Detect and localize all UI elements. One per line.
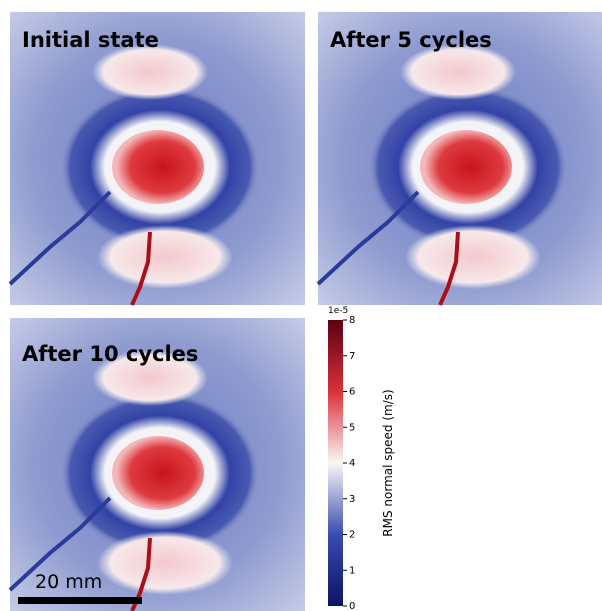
scale-bar — [18, 597, 142, 604]
tick-label: 6 — [349, 387, 355, 398]
panel-label: After 5 cycles — [330, 28, 492, 52]
panel: After 5 cycles — [318, 12, 602, 305]
tick-label: 4 — [349, 458, 355, 469]
tick-label: 2 — [349, 530, 355, 541]
panel: After 10 cycles 20 mm — [10, 318, 305, 611]
tick-label: 8 — [349, 315, 355, 326]
tick-label: 5 — [349, 422, 355, 433]
tick-label: 3 — [349, 494, 355, 505]
tick-label: 1 — [349, 565, 355, 576]
scale-bar-label: 20 mm — [35, 571, 102, 593]
tick-label: 0 — [349, 601, 355, 611]
panel-label: Initial state — [22, 28, 159, 52]
tick-label: 7 — [349, 351, 355, 362]
colorbar-gradient — [328, 320, 343, 606]
colorbar-offset: 1e-5 — [328, 306, 348, 316]
figure: Initial state After 5 cycles After 10 cy… — [0, 0, 602, 611]
colorbar-label: RMS normal speed (m/s) — [381, 389, 395, 536]
colorbar: 1e-5 RMS normal speed (m/s) 0 1 2 3 4 5 6 7 8 — [328, 306, 395, 611]
panel-label: After 10 cycles — [22, 342, 198, 366]
panel: Initial state — [10, 12, 305, 305]
